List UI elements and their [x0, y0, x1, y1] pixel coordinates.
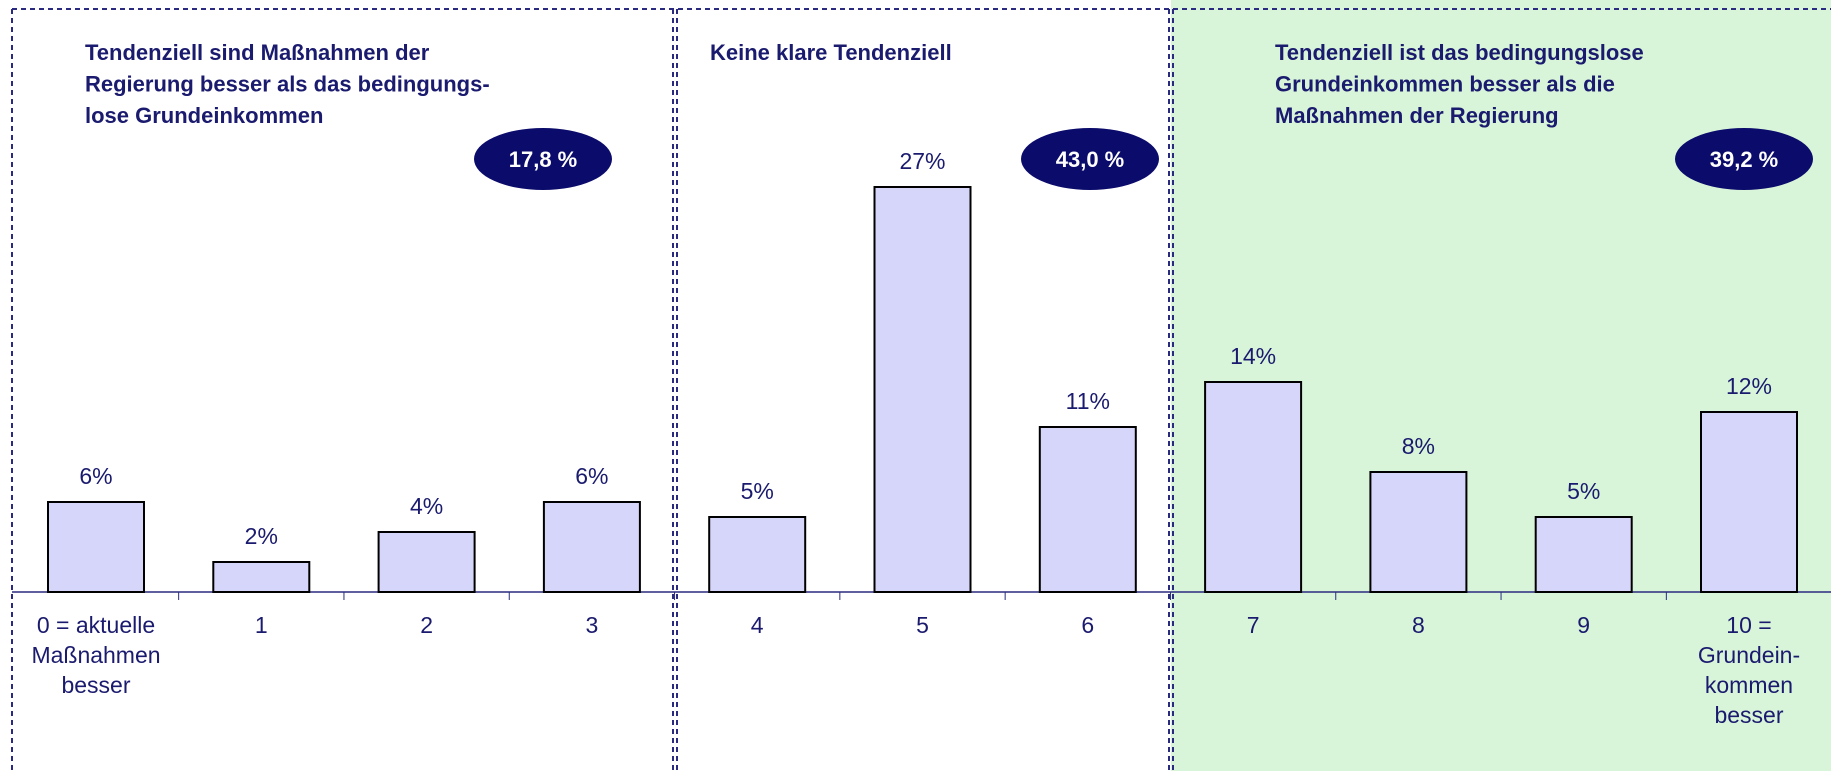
value-label: 8%: [1402, 433, 1435, 459]
bar: [1534, 516, 1633, 593]
value-label: 5%: [741, 478, 774, 504]
value-label: 14%: [1230, 343, 1276, 369]
share-badge: [474, 128, 612, 190]
bar: [212, 561, 311, 593]
value-label: 6%: [575, 463, 608, 489]
value-label: 12%: [1726, 373, 1772, 399]
x-tick-label: 0 = aktuelle Maßnahmen besser: [31, 612, 160, 698]
bar: [1204, 381, 1303, 593]
x-tick-label: 2: [420, 612, 433, 638]
x-tick-label: 7: [1247, 612, 1260, 638]
bar: [1700, 411, 1798, 593]
bar: [1369, 471, 1468, 593]
share-badge: [1675, 128, 1813, 190]
value-label: 4%: [410, 493, 443, 519]
bar: [873, 186, 972, 593]
x-tick-label: 10 = Grundein-kommen besser: [1698, 612, 1800, 728]
x-tick-label: 6: [1081, 612, 1094, 638]
value-label: 6%: [79, 463, 112, 489]
share-label: 39,2 %: [1710, 147, 1779, 172]
bar: [1038, 426, 1137, 593]
x-tick-label: 8: [1412, 612, 1425, 638]
panel-borders: [11, 8, 1831, 771]
group-title: Tendenziell sind Maßnahmen der Regierung …: [85, 40, 490, 128]
share-label: 17,8 %: [509, 147, 578, 172]
x-tick-label: 9: [1577, 612, 1590, 638]
bar: [47, 501, 145, 593]
x-tick-label: 1: [255, 612, 268, 638]
value-label: 27%: [899, 148, 945, 174]
bar: [708, 516, 807, 593]
share-label: 43,0 %: [1056, 147, 1125, 172]
share-badge: [1021, 128, 1159, 190]
value-label: 2%: [245, 523, 278, 549]
group-title: Tendenziell ist das bedingungslose Grunde…: [1275, 40, 1644, 128]
bar: [542, 501, 641, 593]
x-tick-label: 5: [916, 612, 929, 638]
value-label: 11%: [1066, 388, 1110, 414]
x-tick-label: 3: [586, 612, 599, 638]
x-tick-label: 4: [751, 612, 764, 638]
bar: [377, 531, 476, 593]
group-title: Keine klare Tendenziell: [710, 40, 952, 65]
value-label: 5%: [1567, 478, 1600, 504]
